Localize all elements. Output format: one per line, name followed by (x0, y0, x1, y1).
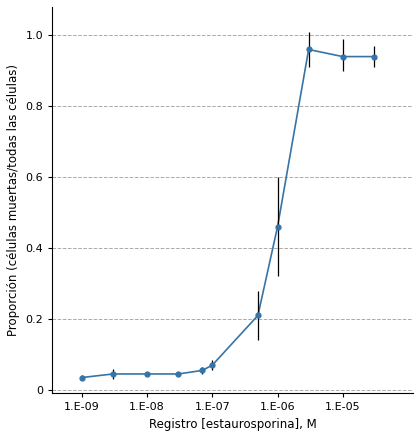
Y-axis label: Proporción (células muertas/todas las células): Proporción (células muertas/todas las cé… (7, 64, 20, 336)
X-axis label: Registro [estaurosporina], M: Registro [estaurosporina], M (149, 418, 317, 431)
